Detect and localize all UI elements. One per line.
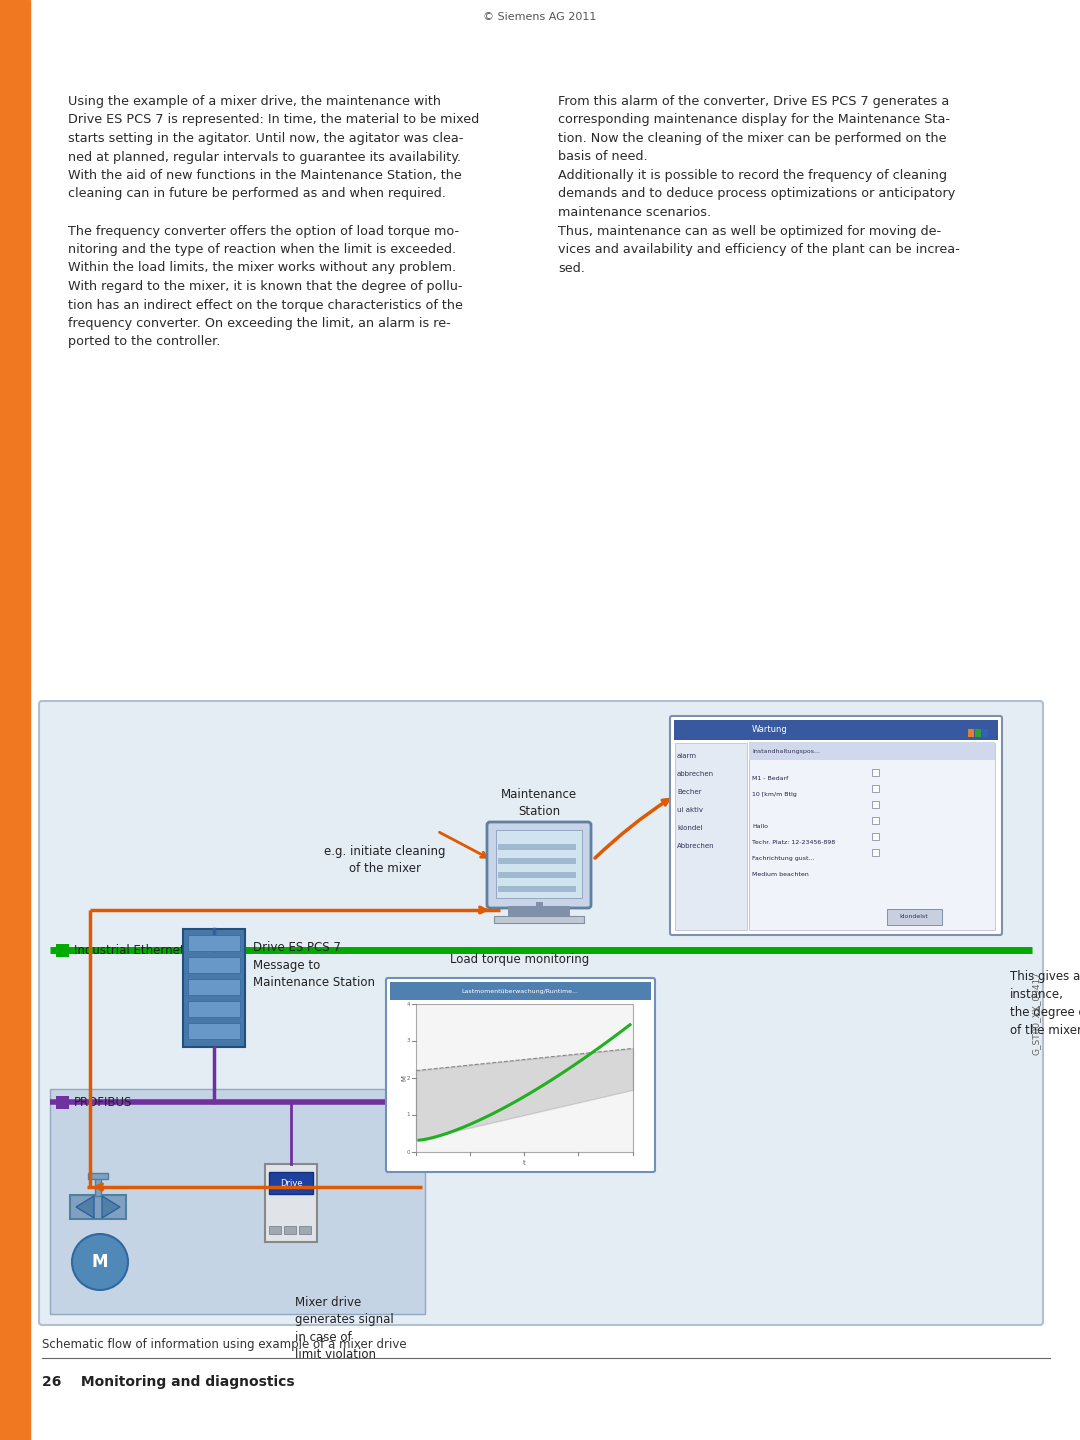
Text: M: M — [92, 1253, 108, 1272]
Text: This gives an idea of, for
instance,
the degree of pollution
of the mixer: This gives an idea of, for instance, the… — [1010, 971, 1080, 1037]
Text: t: t — [523, 1161, 525, 1166]
Bar — [498, 886, 576, 891]
Text: Techr. Platz: 12-23456-898: Techr. Platz: 12-23456-898 — [752, 840, 835, 845]
Bar — [968, 729, 974, 737]
Text: Instandhaltungspos...: Instandhaltungspos... — [752, 749, 820, 753]
Text: Abbrechen: Abbrechen — [677, 842, 715, 850]
Bar — [188, 935, 240, 950]
Text: © Siemens AG 2011: © Siemens AG 2011 — [484, 12, 596, 22]
Bar — [496, 829, 582, 899]
Text: Medium beachten: Medium beachten — [752, 873, 809, 877]
Text: ui aktiv: ui aktiv — [677, 806, 703, 814]
Text: klondelst: klondelst — [900, 914, 929, 920]
Bar — [87, 1174, 108, 1179]
Bar — [0, 0, 30, 1440]
Bar — [416, 1004, 633, 1152]
Text: M1 - Bedarf: M1 - Bedarf — [752, 776, 788, 780]
Bar — [265, 1164, 318, 1241]
Bar — [872, 832, 879, 840]
Bar — [188, 1022, 240, 1040]
Bar — [269, 1172, 313, 1194]
Bar — [675, 743, 747, 930]
Circle shape — [72, 1234, 129, 1290]
Bar — [188, 958, 240, 973]
Bar — [70, 1195, 126, 1220]
FancyBboxPatch shape — [386, 978, 654, 1172]
Bar — [498, 858, 576, 864]
Text: PROFIBUS: PROFIBUS — [75, 1096, 133, 1109]
Bar — [975, 729, 981, 737]
FancyBboxPatch shape — [39, 701, 1043, 1325]
Text: 2: 2 — [406, 1076, 410, 1080]
Bar — [674, 720, 998, 740]
Text: Becher: Becher — [677, 789, 702, 795]
Text: abbrechen: abbrechen — [677, 770, 714, 778]
Text: From this alarm of the converter, Drive ES PCS 7 generates a
corresponding maint: From this alarm of the converter, Drive … — [558, 95, 960, 275]
Text: e.g. initiate cleaning
of the mixer: e.g. initiate cleaning of the mixer — [324, 845, 446, 874]
Bar — [50, 1089, 426, 1313]
Bar — [56, 1096, 69, 1109]
Bar — [95, 1176, 102, 1197]
Bar — [284, 1225, 296, 1234]
Bar — [188, 979, 240, 995]
Bar — [508, 906, 570, 916]
Bar — [872, 850, 879, 855]
Text: Industrial Ethernet: Industrial Ethernet — [75, 943, 185, 956]
Bar — [183, 929, 245, 1047]
Bar — [982, 729, 988, 737]
Text: M: M — [401, 1076, 407, 1081]
Text: 0: 0 — [406, 1149, 410, 1155]
Text: klondel: klondel — [677, 825, 702, 831]
Polygon shape — [76, 1197, 94, 1218]
Bar — [750, 742, 995, 760]
Text: 3: 3 — [406, 1038, 410, 1044]
Bar — [498, 844, 576, 850]
Bar — [494, 916, 584, 923]
Bar — [299, 1225, 311, 1234]
Bar — [269, 1225, 281, 1234]
Polygon shape — [102, 1197, 120, 1218]
Text: 4: 4 — [406, 1001, 410, 1007]
Text: Hallo: Hallo — [752, 824, 768, 829]
Text: G_ST80_XX_09417: G_ST80_XX_09417 — [1031, 971, 1040, 1056]
Bar — [498, 873, 576, 878]
Text: Fachrichtung gust...: Fachrichtung gust... — [752, 855, 814, 861]
FancyBboxPatch shape — [670, 716, 1002, 935]
Bar — [872, 785, 879, 792]
Text: 10 [km/m Btlg: 10 [km/m Btlg — [752, 792, 797, 796]
Text: Wartung: Wartung — [752, 726, 787, 734]
Text: Load torque monitoring: Load torque monitoring — [450, 953, 590, 966]
Text: Schematic flow of information using example of a mixer drive: Schematic flow of information using exam… — [42, 1338, 407, 1351]
Bar — [872, 816, 879, 824]
Text: Drive: Drive — [280, 1178, 302, 1188]
Bar — [188, 1001, 240, 1017]
Text: 26    Monitoring and diagnostics: 26 Monitoring and diagnostics — [42, 1375, 295, 1390]
Bar — [390, 982, 651, 999]
Text: Using the example of a mixer drive, the maintenance with
Drive ES PCS 7 is repre: Using the example of a mixer drive, the … — [68, 95, 480, 348]
Text: Lastmomentüberwachung/Runtime...: Lastmomentüberwachung/Runtime... — [461, 988, 579, 994]
Bar — [872, 769, 879, 776]
Bar — [872, 801, 879, 808]
FancyBboxPatch shape — [487, 822, 591, 909]
Text: Drive ES PCS 7
Message to
Maintenance Station: Drive ES PCS 7 Message to Maintenance St… — [253, 940, 375, 989]
Text: alarm: alarm — [677, 753, 697, 759]
Text: 1: 1 — [406, 1113, 410, 1117]
Bar — [887, 909, 942, 924]
Bar — [750, 743, 995, 930]
Bar — [56, 945, 69, 958]
Text: Mixer drive
generates signal
in case of
limit violation: Mixer drive generates signal in case of … — [295, 1296, 394, 1361]
Text: Maintenance
Station: Maintenance Station — [501, 789, 577, 818]
